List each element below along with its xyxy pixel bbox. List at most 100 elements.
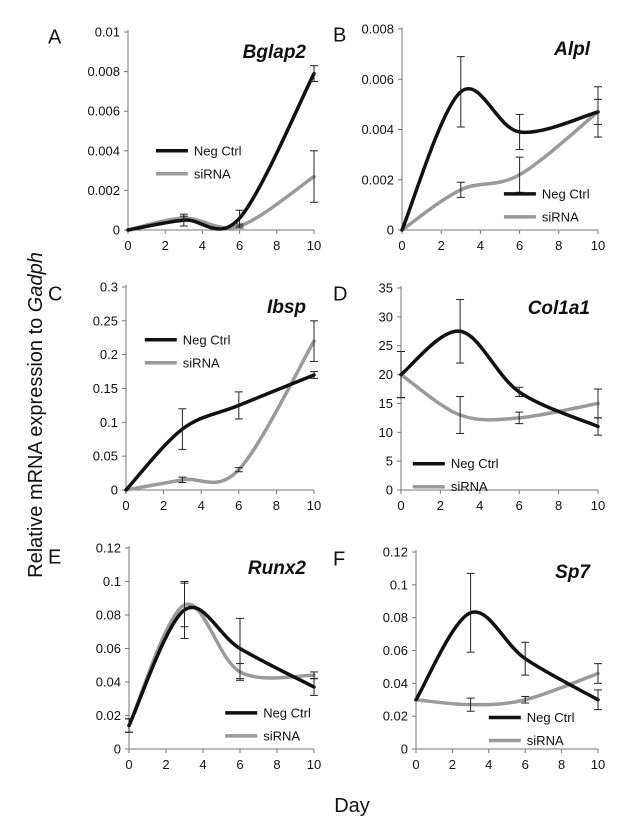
panel-b-x-tick-label: 10	[591, 238, 605, 253]
panel-c-neg-ctrl-error-bar	[234, 391, 243, 420]
panel-d-x-tick-label: 4	[476, 498, 483, 513]
panel-d-x-tick-label: 6	[516, 498, 523, 513]
panel-d-y-tick-label: 30	[379, 309, 393, 324]
panel-c-letter: C	[48, 284, 62, 306]
panel-e-neg-ctrl-error-bar	[236, 617, 244, 680]
panel-d-neg-ctrl-error-bar	[594, 417, 602, 436]
panel-f-x-tick-label: 4	[485, 757, 492, 772]
panel-b-neg-ctrl-error-bar	[456, 56, 465, 128]
panel-e-x-tick-label: 0	[125, 757, 132, 772]
panel-d-x-tick-label: 0	[397, 498, 404, 513]
panel-b-y-tick-label: 0.006	[361, 72, 394, 87]
panel-c-y-tick-label: 0.05	[93, 449, 118, 464]
panel-a-neg-ctrl-line	[126, 71, 316, 232]
panel-a-x-tick-label: 2	[162, 238, 169, 253]
panel-c-x-tick-label: 0	[122, 498, 129, 513]
panel-a-letter: A	[48, 27, 62, 49]
panel-c-x-tick-label: 10	[307, 498, 321, 513]
panel-a-neg-ctrl-error-bar	[235, 209, 244, 227]
panel-b-sirna-error-bar	[456, 181, 465, 198]
panel-c-neg-ctrl-error-bar	[310, 371, 318, 379]
panel-a-sirna-error-bar	[310, 150, 318, 203]
panel-c: C Ibsp 0 0.05 0.1 0.15 0.2 0.25 0.3 0 2 4 6 8 10 Neg Ct…	[48, 280, 321, 514]
panel-a-y-tick-label: 0.004	[87, 143, 120, 158]
legend-label-sirna: siRNA	[183, 355, 220, 370]
panel-c-y-tick-label: 0.15	[93, 381, 118, 396]
panel-a-sirna-line	[126, 174, 316, 232]
panel-c-y-tick-label: 0.3	[100, 280, 118, 295]
panel-e-y-tick-label: 0	[114, 742, 121, 757]
panel-b-x-tick-label: 0	[398, 238, 405, 253]
panel-d-y-tick-label: 20	[379, 367, 393, 382]
legend-label-sirna: siRNA	[194, 166, 231, 181]
panel-b-neg-ctrl-error-bar	[515, 113, 524, 151]
panel-e-title: Runx2	[248, 558, 307, 579]
panel-a-y-tick-label: 0.01	[95, 25, 120, 40]
y-axis-title: Relative mRNA expression to Gadph	[25, 252, 47, 578]
panel-d-neg-ctrl-error-bar	[397, 350, 405, 399]
panel-a-y-tick-label: 0.006	[87, 104, 120, 119]
legend-label-neg-ctrl: Neg Ctrl	[527, 710, 575, 725]
panel-f-sirna-error-bar	[521, 695, 530, 704]
panel-d-y-tick-label: 0	[386, 483, 393, 498]
legend-label-sirna: siRNA	[527, 733, 564, 748]
panel-d-y-tick-label: 15	[379, 396, 393, 411]
panel-d-x-tick-label: 10	[591, 498, 605, 513]
panel-e-y-tick-label: 0.1	[103, 574, 121, 589]
panel-b-title: Alpl	[553, 39, 591, 60]
x-axis-title: Day	[334, 795, 370, 817]
panel-f-y-tick-label: 0.08	[383, 610, 408, 625]
panel-c-sirna-error-bar	[234, 467, 243, 473]
legend-label-neg-ctrl: Neg Ctrl	[183, 332, 231, 347]
legend-label-neg-ctrl: Neg Ctrl	[263, 705, 311, 720]
panel-f-sirna-line	[414, 671, 600, 707]
panel-f-y-tick-label: 0	[401, 742, 408, 757]
panel-a-title: Bglap2	[243, 42, 307, 63]
panel-b-y-tick-label: 0	[387, 223, 394, 238]
panel-a-y-tick-label: 0.008	[87, 64, 120, 79]
panel-e-x-tick-label: 10	[307, 757, 321, 772]
legend-label-sirna: siRNA	[542, 209, 579, 224]
panel-c-x-tick-label: 6	[235, 498, 242, 513]
panel-b-legend: Neg Ctrl siRNA	[503, 186, 590, 224]
panel-b-neg-ctrl-error-bar	[594, 86, 602, 138]
panel-f-x-tick-label: 6	[522, 757, 529, 772]
panel-c-x-tick-label: 8	[273, 498, 280, 513]
panel-c-neg-ctrl-line	[124, 373, 316, 492]
panel-f-letter: F	[333, 549, 345, 571]
panel-c-sirna-error-bar	[310, 320, 318, 362]
panel-e-neg-ctrl-error-bar	[125, 718, 133, 733]
panel-f-y-tick-label: 0.12	[383, 545, 408, 560]
panel-f-neg-ctrl-error-bar	[466, 572, 475, 653]
panel-a-y-tick-label: 0	[113, 223, 120, 238]
panel-d-title: Col1a1	[528, 298, 590, 319]
panel-e-neg-ctrl-line	[127, 605, 316, 728]
panel-d-neg-ctrl-error-bar	[515, 386, 524, 398]
panel-d-y-tick-label: 25	[379, 338, 393, 353]
panel-a-x-tick-label: 8	[273, 238, 280, 253]
panel-e-y-tick-label: 0.04	[96, 675, 121, 690]
panel-d-sirna-error-bar	[456, 396, 465, 434]
panel-e-y-tick-label: 0.06	[96, 641, 121, 656]
panel-d-sirna-line	[399, 372, 600, 422]
panel-c-neg-ctrl-error-bar	[178, 408, 187, 450]
panel-f-y-tick-label: 0.1	[390, 577, 408, 592]
panel-a: A Bglap2 0 0.002 0.004 0.006 0.008 0.01 0 2 4 6 8 10 N…	[48, 25, 321, 254]
panel-f-x-tick-label: 2	[449, 757, 456, 772]
panel-b-y-tick-label: 0.004	[361, 122, 394, 137]
panel-f-neg-ctrl-line	[414, 610, 600, 702]
panel-c-legend: Neg Ctrl siRNA	[144, 332, 231, 370]
panel-e-x-tick-label: 6	[236, 757, 243, 772]
panel-b-letter: B	[333, 25, 346, 47]
panel-d: D Col1a1 0 5 10 15 20 25 30 35 0 2 4 6 8 10 Neg Ctrl siRN…	[333, 281, 605, 514]
panel-a-neg-ctrl-error-bar	[310, 65, 318, 82]
panel-f-y-tick-label: 0.02	[383, 709, 408, 724]
panel-f-y-tick-label: 0.06	[383, 643, 408, 658]
panel-b-x-tick-label: 8	[555, 238, 562, 253]
panel-d-neg-ctrl-line	[399, 329, 600, 429]
panel-a-neg-ctrl-error-bar	[179, 213, 188, 227]
panel-e-legend: Neg Ctrl siRNA	[225, 705, 311, 743]
panel-d-y-tick-label: 5	[386, 454, 393, 469]
